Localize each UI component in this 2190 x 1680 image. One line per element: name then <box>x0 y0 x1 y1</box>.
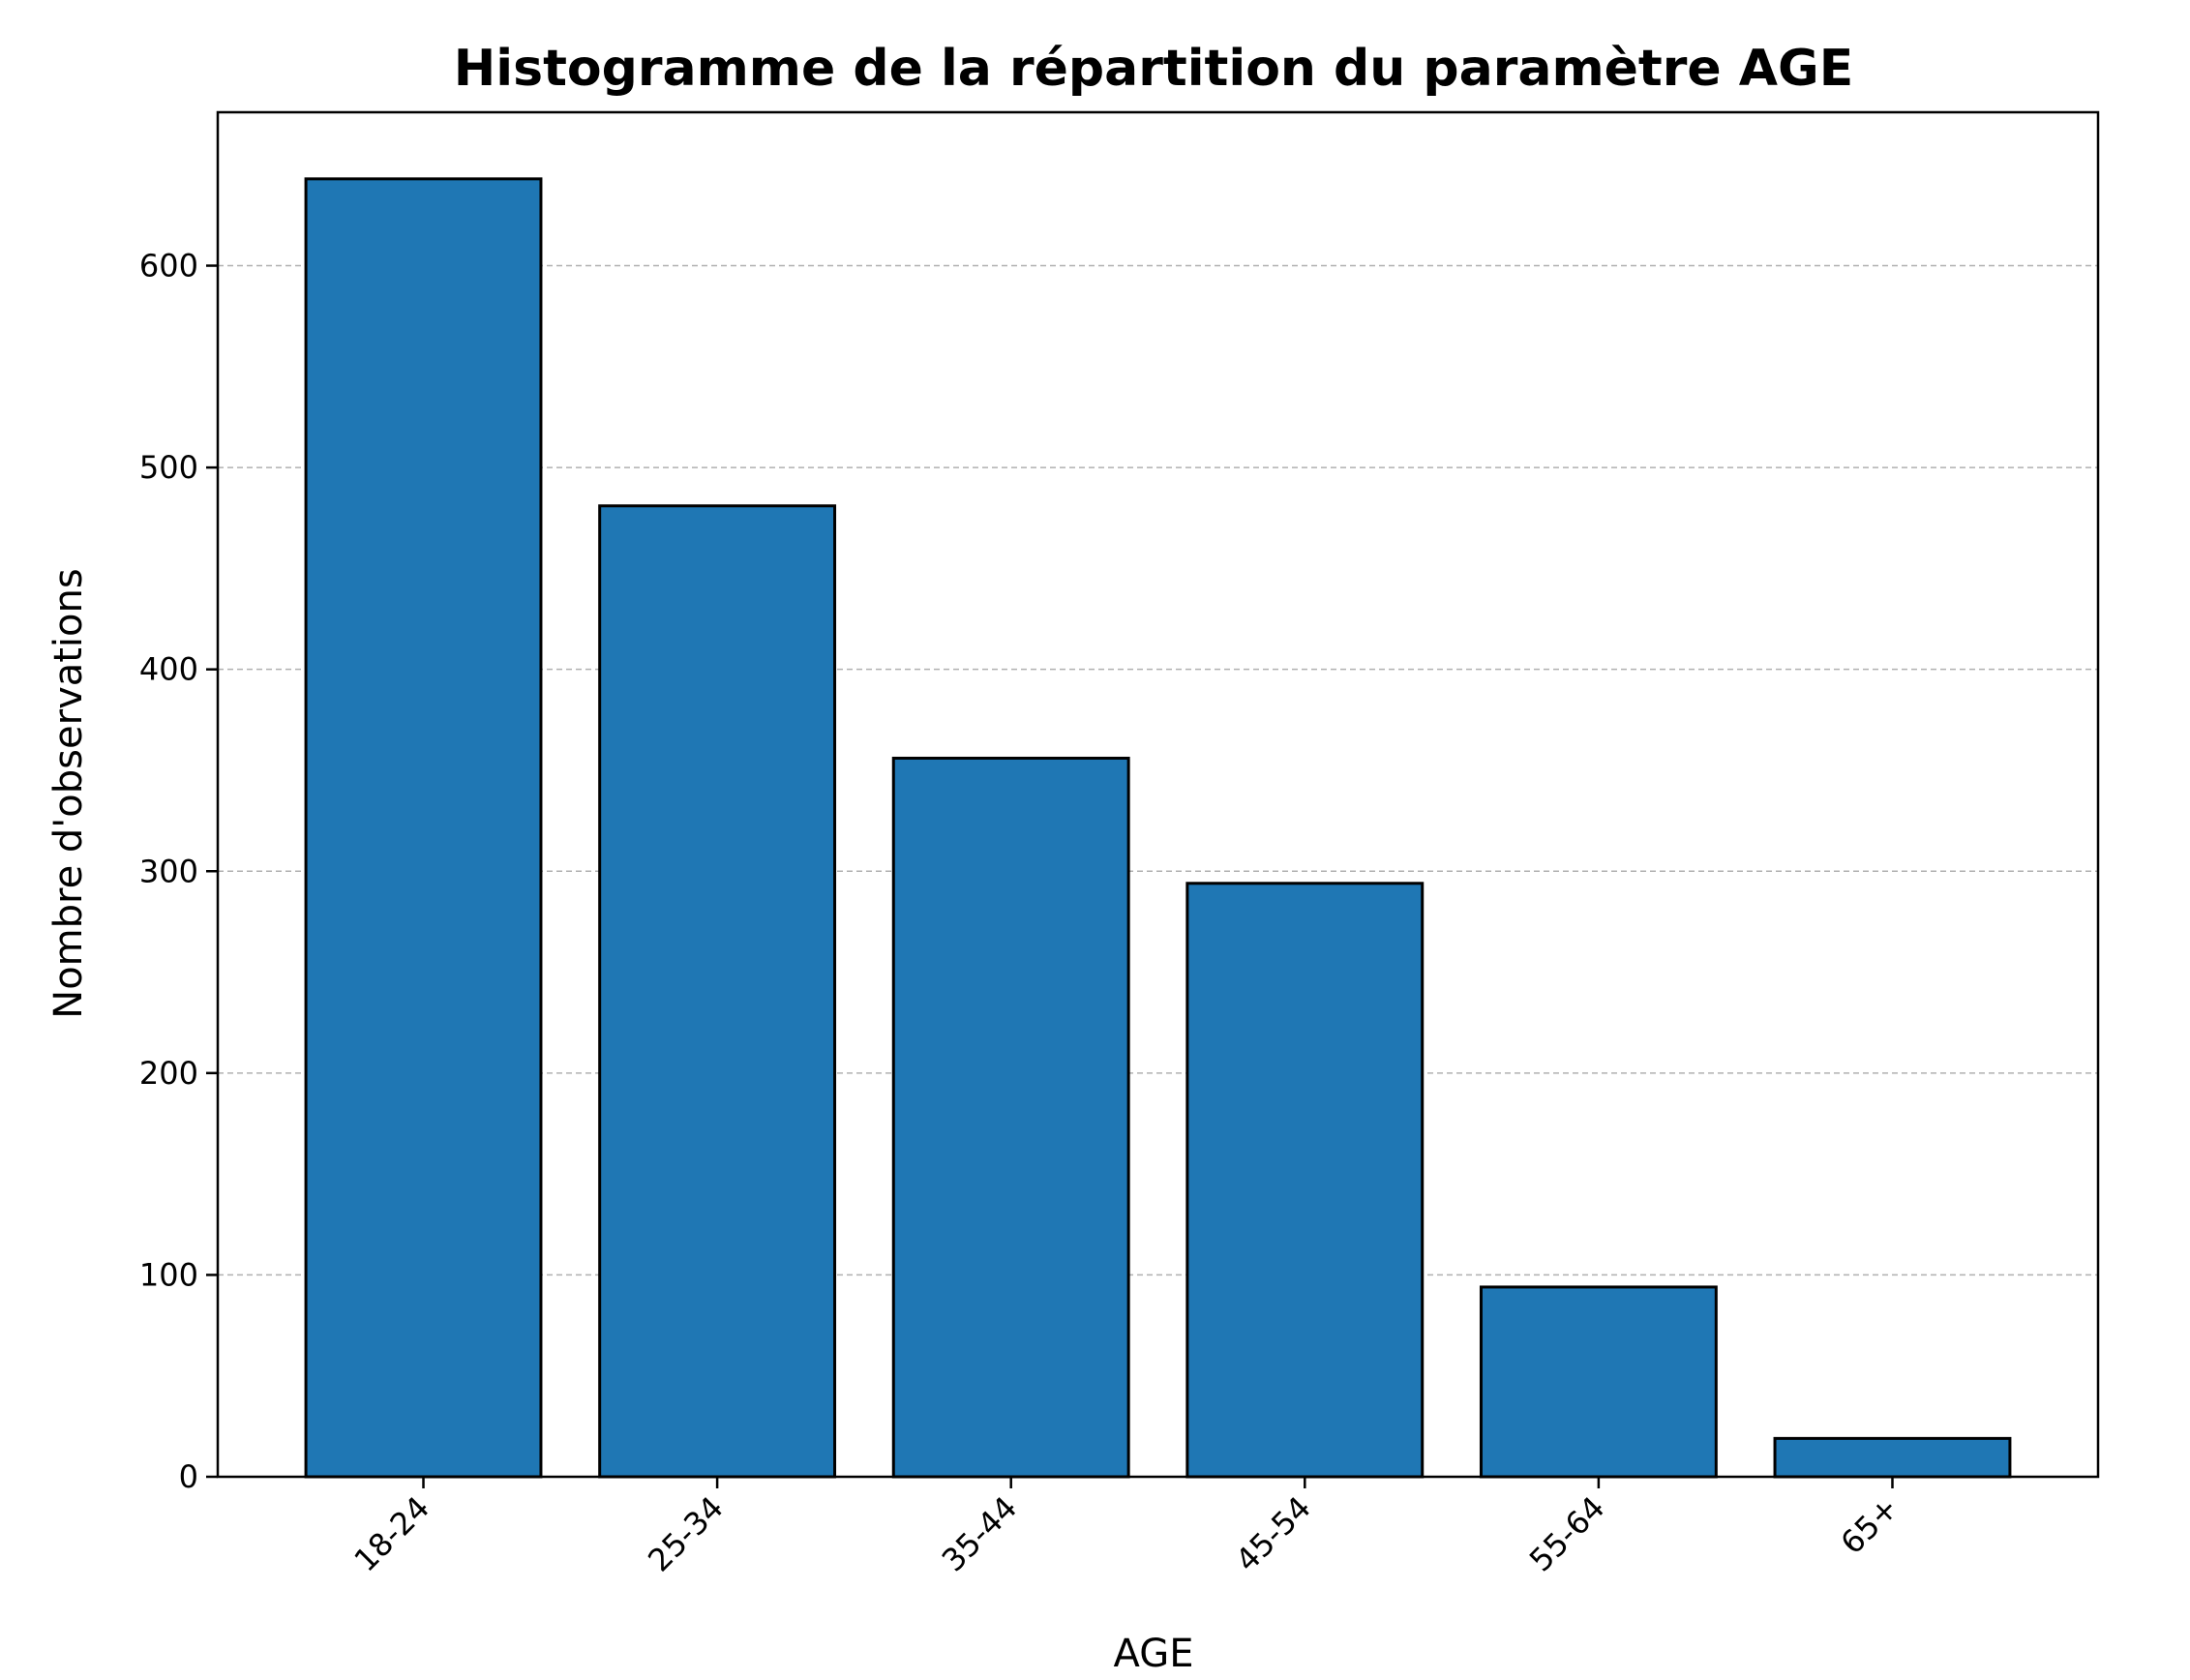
bars <box>304 177 2012 1479</box>
y-tick-label: 100 <box>139 1256 198 1293</box>
y-tick-label: 600 <box>139 248 198 285</box>
y-axis-ticks: 0 100 200 300 400 500 600 <box>139 248 218 1495</box>
x-tick-label: 18-24 <box>347 1489 437 1579</box>
y-tick-label: 500 <box>139 449 198 486</box>
y-tick-label: 400 <box>139 651 198 688</box>
y-tick-label: 300 <box>139 853 198 889</box>
x-tick-label: 25-34 <box>641 1489 731 1579</box>
x-tick-label: 45-54 <box>1228 1489 1318 1579</box>
bar-65+ <box>1773 1436 2012 1479</box>
y-axis-title: Nombre d'observations <box>46 568 91 1018</box>
x-tick-label: 55-64 <box>1522 1489 1612 1579</box>
plot-frame <box>216 110 2100 1479</box>
x-tick-label: 35-44 <box>935 1489 1025 1579</box>
chart-title: Histogramme de la répartition du paramèt… <box>454 40 1853 98</box>
bar-45-54 <box>1185 882 1425 1479</box>
y-tick-label: 0 <box>179 1458 198 1495</box>
y-tick-label: 200 <box>139 1055 198 1092</box>
x-axis-ticks: 18-24 25-34 35-44 45-54 55-64 65+ <box>347 1477 1906 1579</box>
x-axis-title: AGE <box>1114 1632 1194 1676</box>
bar-18-24 <box>304 177 543 1479</box>
bar-35-44 <box>891 756 1130 1479</box>
bar-55-64 <box>1479 1285 1718 1479</box>
bar-25-34 <box>598 504 837 1479</box>
x-tick-label: 65+ <box>1834 1489 1906 1562</box>
